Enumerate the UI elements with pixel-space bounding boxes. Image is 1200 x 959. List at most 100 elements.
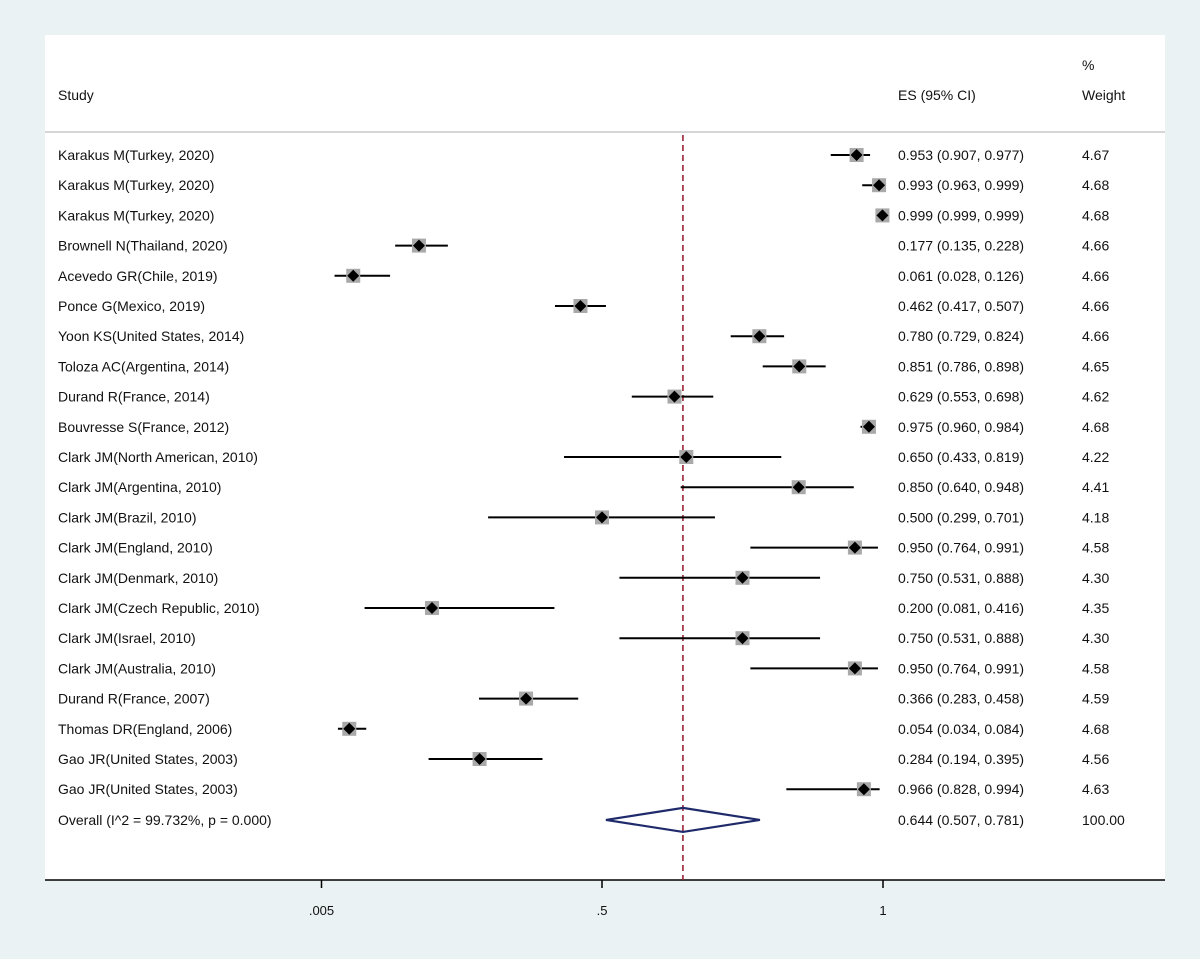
study-es-ci: 0.177 (0.135, 0.228) (898, 238, 1024, 254)
study-row: Yoon KS(United States, 2014) 0.780 (0.729… (58, 328, 1109, 344)
study-weight: 4.68 (1082, 207, 1109, 223)
study-row: Gao JR(United States, 2003) 0.284 (0.194,… (58, 751, 1109, 767)
point-estimate (848, 541, 861, 554)
study-row: Brownell N(Thailand, 2020) 0.177 (0.135, … (58, 238, 1109, 254)
study-weight: 4.68 (1082, 177, 1109, 193)
study-weight: 4.18 (1082, 509, 1109, 525)
point-estimate (736, 632, 749, 645)
study-row: Karakus M(Turkey, 2020) 0.999 (0.999, 0.9… (58, 207, 1109, 223)
study-label: Karakus M(Turkey, 2020) (58, 177, 214, 193)
study-weight: 4.65 (1082, 358, 1109, 374)
study-weight: 4.58 (1082, 540, 1109, 556)
study-label: Clark JM(England, 2010) (58, 540, 213, 556)
study-label: Clark JM(Brazil, 2010) (58, 509, 196, 525)
study-es-ci: 0.993 (0.963, 0.999) (898, 177, 1024, 193)
study-es-ci: 0.850 (0.640, 0.948) (898, 479, 1024, 495)
study-es-ci: 0.950 (0.764, 0.991) (898, 540, 1024, 556)
study-label: Clark JM(North American, 2010) (58, 449, 258, 465)
point-estimate (347, 269, 360, 282)
study-weight: 4.66 (1082, 298, 1109, 314)
study-label: Brownell N(Thailand, 2020) (58, 238, 228, 254)
study-label: Bouvresse S(France, 2012) (58, 419, 229, 435)
study-row: Clark JM(Australia, 2010) 0.950 (0.764, 0… (58, 660, 1109, 676)
study-row: Durand R(France, 2014) 0.629 (0.553, 0.69… (58, 389, 1109, 405)
point-estimate (793, 360, 806, 373)
study-weight: 4.59 (1082, 691, 1109, 707)
study-es-ci: 0.950 (0.764, 0.991) (898, 660, 1024, 676)
study-es-ci: 0.999 (0.999, 0.999) (898, 207, 1024, 223)
study-row: Clark JM(Israel, 2010) 0.750 (0.531, 0.88… (58, 630, 1109, 646)
study-label: Karakus M(Turkey, 2020) (58, 147, 214, 163)
study-label: Yoon KS(United States, 2014) (58, 328, 244, 344)
study-label: Durand R(France, 2014) (58, 389, 210, 405)
x-tick-label: .5 (597, 903, 608, 918)
point-estimate (753, 330, 766, 343)
overall-row: Overall (I^2 = 99.732%, p = 0.000) 0.644 … (58, 806, 1125, 834)
study-weight: 4.30 (1082, 570, 1109, 586)
study-es-ci: 0.284 (0.194, 0.395) (898, 751, 1024, 767)
study-weight: 4.63 (1082, 781, 1109, 797)
study-label: Gao JR(United States, 2003) (58, 781, 238, 797)
point-estimate (850, 149, 863, 161)
overall-label: Overall (I^2 = 99.732%, p = 0.000) (58, 812, 272, 828)
study-label: Clark JM(Argentina, 2010) (58, 479, 221, 495)
study-row: Clark JM(England, 2010) 0.950 (0.764, 0.9… (58, 540, 1109, 556)
study-weight: 4.58 (1082, 660, 1109, 676)
study-weight: 4.68 (1082, 419, 1109, 435)
point-estimate (848, 662, 861, 675)
point-estimate (876, 209, 889, 222)
study-row: Clark JM(North American, 2010) 0.650 (0.4… (58, 449, 1109, 465)
study-es-ci: 0.500 (0.299, 0.701) (898, 509, 1024, 525)
point-estimate (857, 783, 870, 796)
header-weight-percent: % (1082, 57, 1094, 73)
study-es-ci: 0.366 (0.283, 0.458) (898, 691, 1024, 707)
study-es-ci: 0.462 (0.417, 0.507) (898, 298, 1024, 314)
study-label: Ponce G(Mexico, 2019) (58, 298, 205, 314)
x-tick-label: 1 (879, 903, 886, 918)
x-axis-ticks: .005 .5 1 (309, 880, 887, 918)
study-es-ci: 0.200 (0.081, 0.416) (898, 600, 1024, 616)
study-weight: 4.66 (1082, 268, 1109, 284)
point-estimate (792, 481, 805, 494)
study-row: Clark JM(Argentina, 2010) 0.850 (0.640, 0… (58, 479, 1109, 495)
point-estimate (574, 300, 587, 312)
study-row: Acevedo GR(Chile, 2019) 0.061 (0.028, 0.1… (58, 268, 1109, 284)
study-label: Thomas DR(England, 2006) (58, 721, 232, 737)
study-weight: 4.30 (1082, 630, 1109, 646)
study-row: Karakus M(Turkey, 2020) 0.953 (0.907, 0.9… (58, 147, 1109, 163)
study-label: Clark JM(Australia, 2010) (58, 660, 216, 676)
study-weight: 4.67 (1082, 147, 1109, 163)
study-es-ci: 0.650 (0.433, 0.819) (898, 449, 1024, 465)
header-weight: Weight (1082, 87, 1125, 103)
point-estimate (473, 753, 486, 765)
study-es-ci: 0.975 (0.960, 0.984) (898, 419, 1024, 435)
overall-diamond (605, 806, 761, 834)
study-row: Toloza AC(Argentina, 2014) 0.851 (0.786, … (58, 358, 1109, 374)
header-study: Study (58, 87, 94, 103)
point-estimate (862, 420, 875, 433)
study-es-ci: 0.750 (0.531, 0.888) (898, 630, 1024, 646)
study-weight: 4.66 (1082, 328, 1109, 344)
study-row: Clark JM(Denmark, 2010) 0.750 (0.531, 0.8… (58, 570, 1109, 586)
overall-es-ci: 0.644 (0.507, 0.781) (898, 812, 1024, 828)
study-row: Bouvresse S(France, 2012) 0.975 (0.960, 0… (58, 419, 1109, 435)
point-estimate (680, 451, 693, 463)
point-estimate (426, 602, 438, 614)
study-row: Thomas DR(England, 2006) 0.054 (0.034, 0.… (58, 721, 1109, 737)
study-row: Karakus M(Turkey, 2020) 0.993 (0.963, 0.9… (58, 177, 1109, 193)
study-label: Durand R(France, 2007) (58, 691, 210, 707)
point-estimate (668, 390, 681, 403)
study-es-ci: 0.054 (0.034, 0.084) (898, 721, 1024, 737)
study-weight: 4.35 (1082, 600, 1109, 616)
study-row: Gao JR(United States, 2003) 0.966 (0.828,… (58, 781, 1109, 797)
point-estimate (520, 692, 533, 705)
point-estimate (596, 511, 608, 524)
study-row: Ponce G(Mexico, 2019) 0.462 (0.417, 0.507… (58, 298, 1109, 314)
study-row: Clark JM(Brazil, 2010) 0.500 (0.299, 0.70… (58, 509, 1109, 525)
study-weight: 4.66 (1082, 238, 1109, 254)
point-estimate (873, 179, 886, 192)
point-estimate (736, 571, 749, 584)
study-es-ci: 0.780 (0.729, 0.824) (898, 328, 1024, 344)
